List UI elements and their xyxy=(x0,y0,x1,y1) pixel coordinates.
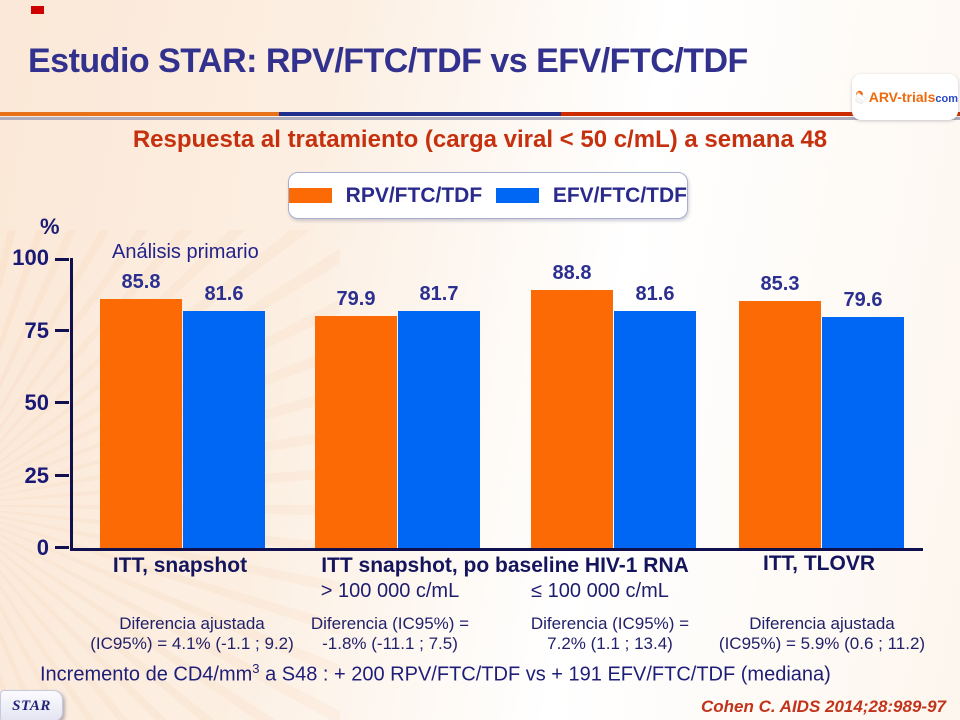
divider-red-segment xyxy=(561,112,960,116)
page-title: Estudio STAR: RPV/FTC/TDF vs EFV/FTC/TDF xyxy=(28,42,748,80)
arv-trials-logo: ARV-trialscom xyxy=(852,74,958,120)
bar-rpv-group-2 xyxy=(531,290,613,548)
sublabel-above-100000: > 100 000 c/mL xyxy=(320,580,460,602)
bar-rpv-group-0 xyxy=(100,299,182,548)
y-axis-tick xyxy=(55,473,69,477)
difference-annotation-2: Diferencia (IC95%) = -1.8% (-11.1 ; 7.5) xyxy=(280,614,500,654)
bar-efv-group-0 xyxy=(183,311,265,548)
difference-2-line1: Diferencia (IC95%) = xyxy=(310,614,470,633)
difference-annotation-3: Diferencia (IC95%) = 7.2% (1.1 ; 13.4) xyxy=(500,614,720,654)
pill-capsule-icon xyxy=(854,90,866,104)
difference-4-line2: (IC95%) = 5.9% (0.6 ; 11.2) xyxy=(718,634,926,654)
bar-value-label: 79.6 xyxy=(843,289,883,311)
corner-red-mark xyxy=(31,6,44,14)
legend-swatch-rpv xyxy=(289,188,332,203)
bar-efv-group-1 xyxy=(398,311,480,548)
difference-2-line2: -1.8% (-11.1 ; 7.5) xyxy=(322,634,458,654)
legend-label-rpv: RPV/FTC/TDF xyxy=(345,183,483,207)
y-axis-tick-label: 0 xyxy=(36,535,49,560)
legend-label-efv: EFV/FTC/TDF xyxy=(552,183,687,207)
logo-text: ARV-trialscom xyxy=(869,89,958,105)
chart-title: Respuesta al tratamiento (carga viral < … xyxy=(132,126,828,153)
difference-3-line2: 7.2% (1.1 ; 13.4) xyxy=(547,634,673,654)
bar-value-label: 81.6 xyxy=(635,283,675,305)
citation: Cohen C. AIDS 2014;28:989-97 xyxy=(700,697,946,716)
legend: RPV/FTC/TDF EFV/FTC/TDF xyxy=(288,172,688,219)
sublabel-below-100000: ≤ 100 000 c/mL xyxy=(531,580,669,602)
bar-value-label: 81.6 xyxy=(204,283,244,305)
difference-3-line1: Diferencia (IC95%) = xyxy=(530,614,690,633)
y-axis-tick xyxy=(55,258,69,261)
bar-value-label: 85.8 xyxy=(121,271,161,293)
difference-annotation-1: Diferencia ajustada (IC95%) = 4.1% (-1.1… xyxy=(62,614,322,654)
bar-rpv-group-3 xyxy=(739,301,821,548)
category-label-itt-snapshot: ITT, snapshot xyxy=(112,554,248,577)
y-axis-tick xyxy=(55,546,69,549)
cd4-note-superscript: 3 xyxy=(252,661,260,676)
difference-annotation-4: Diferencia ajustada (IC95%) = 5.9% (0.6 … xyxy=(692,614,952,654)
y-axis-tick-label: 50 xyxy=(24,390,49,415)
title-divider-silver xyxy=(0,117,960,120)
y-axis-tick-label: 75 xyxy=(24,317,49,343)
primary-analysis-note: Análisis primario xyxy=(112,241,259,263)
star-badge-label: STAR xyxy=(12,697,51,714)
plot-area: 0 25 50 75 100 85.8 79.9 88.8 85.3 81.6 81.7 81.6 79… xyxy=(12,245,923,560)
logo-tld: com xyxy=(935,93,958,105)
legend-swatch-efv xyxy=(496,188,539,203)
logo-brand: ARV-trials xyxy=(868,89,936,105)
bar-value-label: 85.3 xyxy=(760,273,800,295)
category-label-itt-tlovr: ITT, TLOVR xyxy=(763,552,875,575)
divider-orange-segment xyxy=(0,112,279,116)
bar-value-label: 88.8 xyxy=(552,262,592,284)
cd4-increase-note: Incremento de CD4/mm3 a S48 : + 200 RPV/… xyxy=(40,661,831,687)
y-axis-tick-label: 25 xyxy=(24,462,49,488)
difference-1-line1: Diferencia ajustada xyxy=(119,614,265,633)
divider-blue-segment xyxy=(279,112,561,116)
bar-value-label: 81.7 xyxy=(419,283,459,305)
star-study-badge: STAR xyxy=(0,690,63,720)
y-axis-tick xyxy=(55,328,69,332)
cd4-note-prefix: Incremento de CD4/mm xyxy=(40,663,253,686)
title-divider xyxy=(0,112,960,116)
difference-1-line2: (IC95%) = 4.1% (-1.1 ; 9.2) xyxy=(90,634,294,654)
difference-4-line1: Diferencia ajustada xyxy=(749,614,895,633)
bar-value-label: 79.9 xyxy=(336,288,376,310)
bar-rpv-group-1 xyxy=(315,316,397,548)
y-axis-tick-label: 100 xyxy=(12,245,49,270)
cd4-note-suffix: a S48 : + 200 RPV/FTC/TDF vs + 191 EFV/F… xyxy=(259,663,831,686)
bar-efv-group-2 xyxy=(614,311,696,548)
y-axis-tick xyxy=(55,401,69,404)
y-axis-unit-label: % xyxy=(40,214,60,239)
bar-efv-group-3 xyxy=(822,317,904,548)
category-label-shared: ITT snapshot, po baseline HIV-1 RNA xyxy=(321,554,689,577)
